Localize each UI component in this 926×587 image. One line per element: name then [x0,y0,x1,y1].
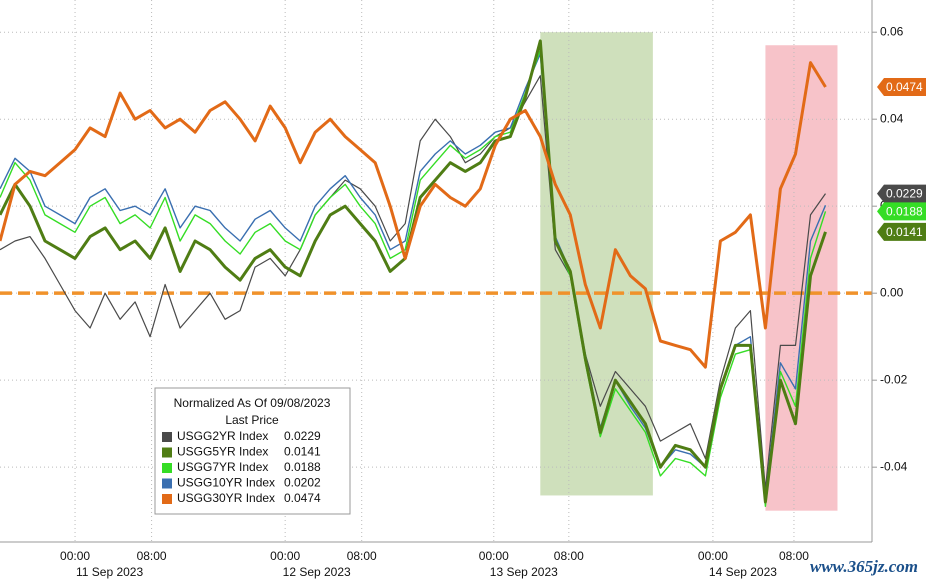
date-label: 14 Sep 2023 [709,565,777,579]
series-line [0,53,827,499]
legend-title: Normalized As Of 09/08/2023 [174,396,331,410]
legend-label: USGG2YR Index [177,429,268,443]
x-tick-label: 08:00 [137,549,167,563]
series-line [0,48,827,507]
legend-label: USGG10YR Index [177,476,275,490]
value-tag [877,184,926,203]
date-label: 12 Sep 2023 [283,565,351,579]
legend-subtitle: Last Price [225,413,279,427]
axes: 0.060.040.020.00-0.02-0.0400:0008:0000:0… [60,24,908,579]
watermark: www.365jz.com [810,557,918,576]
value-tag-label: 0.0141 [886,225,923,239]
y-tick-label: -0.02 [880,372,908,386]
series-lines [0,39,827,507]
x-tick-label: 00:00 [270,549,300,563]
legend-label: USGG30YR Index [177,491,275,505]
last-value-tags: 0.0229 0.0141 0.0188 0.0474 [877,77,926,241]
value-tag [877,222,926,241]
y-tick-label: 0.00 [880,285,904,299]
x-tick-label: 00:00 [479,549,509,563]
date-label: 11 Sep 2023 [76,565,143,579]
y-tick-label: -0.04 [880,459,908,473]
value-tag-label: 0.0188 [886,205,923,219]
value-tag [877,202,926,221]
y-tick-label: 0.06 [880,24,904,38]
date-label: 13 Sep 2023 [490,565,558,579]
series-line [0,75,826,490]
value-tag [877,77,926,96]
legend-value: 0.0474 [284,491,321,505]
legend-value: 0.0141 [284,445,321,459]
grid [0,0,872,542]
series-line [0,61,827,369]
value-tag-label: 0.0474 [886,80,923,94]
legend-box [154,387,351,515]
shaded-region [540,32,653,496]
legend-swatch [162,494,172,504]
x-tick-label: 08:00 [554,549,584,563]
legend-value: 0.0202 [284,476,321,490]
legend-swatch [162,478,172,489]
shaded-regions [540,32,838,511]
legend-swatch [162,447,172,458]
x-tick-label: 08:00 [779,549,809,563]
legend-swatch [162,463,172,473]
y-tick-label: 0.04 [880,111,904,125]
legend-label: USGG5YR Index [177,445,268,459]
legend-value: 0.0229 [284,429,321,443]
x-tick-label: 08:00 [347,549,377,563]
legend-swatch [162,432,172,442]
legend: Normalized As Of 09/08/2023 Last Price U… [154,387,351,515]
legend-value: 0.0188 [284,460,321,474]
legend-label: USGG7YR Index [177,460,268,474]
value-tag-label: 0.0229 [886,187,923,201]
x-tick-label: 00:00 [698,549,728,563]
x-tick-label: 00:00 [60,549,90,563]
